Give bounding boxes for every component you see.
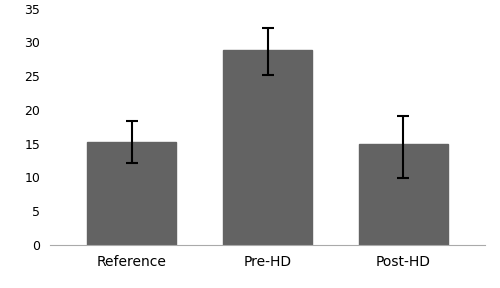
Bar (360, 144, 448, 245)
Bar (88, 142, 176, 245)
Bar (224, 50, 312, 245)
